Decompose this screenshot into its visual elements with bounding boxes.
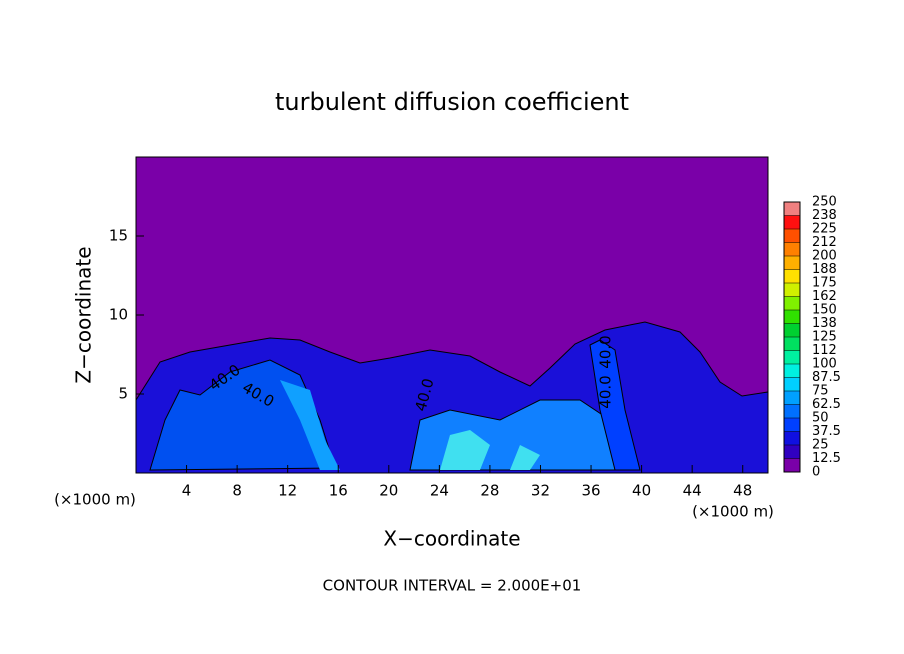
colorbar-tick-label: 238: [812, 208, 837, 223]
colorbar-band: [784, 364, 800, 378]
field-region: [589, 339, 641, 471]
colorbar-tick-label: 138: [812, 316, 837, 331]
colorbar-band: [784, 337, 800, 351]
field-region: [280, 380, 340, 470]
colorbar-band: [784, 283, 800, 297]
x-tick-label: 32: [531, 482, 550, 500]
colorbar-band: [784, 256, 800, 270]
x-unit-label: (×1000 m): [54, 491, 136, 509]
colorbar-band: [784, 377, 800, 391]
colorbar-band: [784, 445, 800, 459]
x-tick-label: 48: [733, 482, 752, 500]
colorbar-band: [784, 350, 800, 364]
colorbar-band: [784, 229, 800, 243]
x-tick-label: 40: [632, 482, 651, 500]
colorbar-band: [784, 242, 800, 256]
colorbar-band: [784, 431, 800, 445]
colorbar-tick-label: 162: [812, 289, 837, 304]
colorbar-tick-label: 0: [812, 465, 820, 480]
contour-label: 40.0: [597, 375, 615, 408]
colorbar-tick-label: 87.5: [812, 370, 841, 385]
colorbar-tick-label: 175: [812, 276, 837, 291]
x-tick-label: 4: [182, 482, 192, 500]
colorbar-band: [784, 269, 800, 283]
colorbar-tick-label: 225: [812, 222, 837, 237]
footer-note: CONTOUR INTERVAL = 2.000E+01: [323, 577, 582, 595]
colorbar-tick-label: 25: [812, 438, 829, 453]
colorbar-band: [784, 202, 800, 216]
field-region: [510, 445, 540, 470]
colorbar-tick-label: 188: [812, 262, 837, 277]
colorbar-tick-label: 200: [812, 249, 837, 264]
colorbar-tick-label: 12.5: [812, 451, 841, 466]
y-axis-label: Z−coordinate: [72, 246, 96, 383]
colorbar-tick-label: 75: [812, 384, 829, 399]
colorbar-tick-label: 50: [812, 411, 829, 426]
colorbar-band: [784, 310, 800, 324]
y-tick-label: 5: [118, 385, 128, 403]
colorbar-band: [784, 323, 800, 337]
x-tick-label: 20: [379, 482, 398, 500]
colorbar-band: [784, 418, 800, 432]
field-region: [440, 430, 490, 470]
x-tick-label: 44: [683, 482, 702, 500]
x-tick-label: 36: [581, 482, 600, 500]
colorbar-tick-label: 250: [812, 195, 837, 210]
colorbar-band: [784, 391, 800, 405]
x-unit-label: (×1000 m): [692, 503, 774, 521]
x-axis-label: X−coordinate: [383, 527, 520, 551]
colorbar-tick-label: 62.5: [812, 397, 841, 412]
colorbar-band: [784, 458, 800, 472]
colorbar-band: [784, 215, 800, 229]
chart-title: turbulent diffusion coefficient: [275, 88, 629, 116]
colorbar-band: [784, 404, 800, 418]
colorbar-tick-label: 150: [812, 303, 837, 318]
x-tick-label: 12: [278, 482, 297, 500]
contour-label: 40.0: [597, 335, 615, 368]
y-tick-label: 15: [109, 227, 128, 245]
colorbar-band: [784, 296, 800, 310]
colorbar-tick-label: 100: [812, 357, 837, 372]
x-tick-label: 24: [430, 482, 449, 500]
x-tick-label: 28: [480, 482, 499, 500]
colorbar-tick-label: 112: [812, 343, 837, 358]
x-tick-label: 16: [329, 482, 348, 500]
field: [135, 156, 769, 474]
colorbar-tick-label: 125: [812, 330, 837, 345]
y-tick-label: 10: [109, 306, 128, 324]
x-tick-label: 8: [232, 482, 242, 500]
colorbar-tick-label: 212: [812, 235, 837, 250]
colorbar-tick-label: 37.5: [812, 424, 841, 439]
